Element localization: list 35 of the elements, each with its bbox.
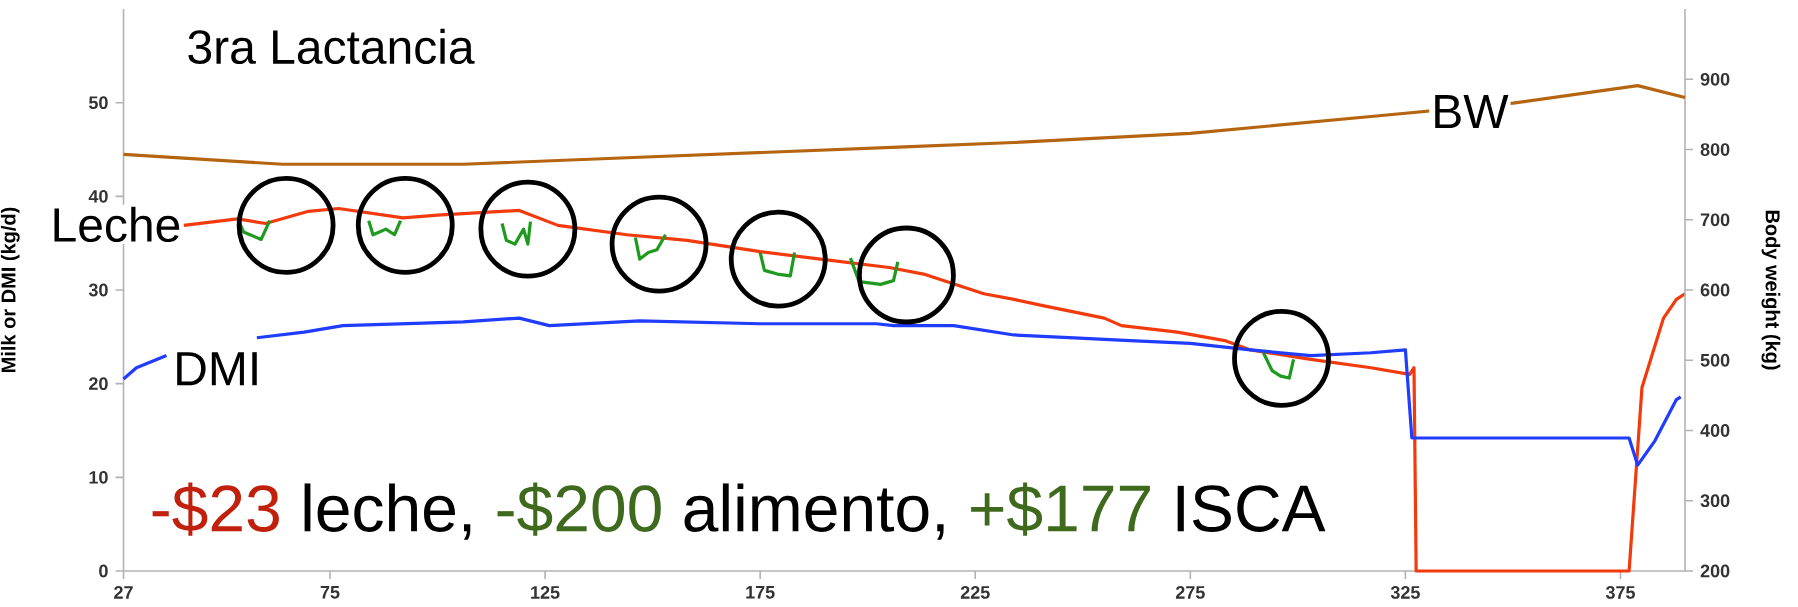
y-tick-label: 0 [99, 564, 108, 578]
y2-tick-label: 300 [1700, 494, 1730, 508]
y2-tick-label: 800 [1700, 143, 1730, 156]
x-tick-label: 325 [1390, 586, 1420, 599]
y2-axis-title: Body weight (kg) [1761, 210, 1781, 370]
annotation: alimento, [684, 483, 944, 540]
x-tick-label: 175 [746, 586, 775, 599]
annotation: -$23 [152, 482, 279, 536]
line-series [121, 83, 1687, 166]
x-tick-label: 225 [960, 586, 990, 599]
x-tick-label: 375 [1605, 586, 1635, 599]
y-tick-label: 50 [88, 96, 108, 110]
series-label: BW [1435, 95, 1509, 129]
y2-tick-label: 400 [1700, 424, 1730, 437]
y2-tick-label: 500 [1700, 353, 1730, 367]
annotation: ISCA [1177, 485, 1326, 532]
x-tick-label: 125 [531, 586, 560, 599]
series-label: Leche [54, 206, 180, 243]
y2-tick-label: 200 [1700, 564, 1730, 578]
y-tick-label: 30 [88, 283, 108, 297]
y-tick-label: 40 [88, 189, 108, 203]
x-tick-label: 27 [114, 586, 133, 599]
y-tick-label: 10 [89, 470, 108, 484]
y-tick-label: 20 [89, 377, 108, 391]
x-tick-label: 275 [1175, 586, 1205, 599]
x-tick-label: 75 [320, 586, 340, 599]
y-axis-title: Milk or DMI (kg/d) [0, 207, 20, 372]
y2-tick-label: 700 [1700, 213, 1730, 227]
annotation: leche, [304, 483, 471, 540]
chart-title: 3ra Lactancia [188, 28, 475, 65]
annotation: -$200 [497, 482, 661, 536]
y2-tick-label: 900 [1700, 72, 1730, 86]
annotation: +$177 [971, 482, 1150, 536]
series-label: DMI [177, 352, 257, 386]
y2-tick-label: 600 [1700, 283, 1730, 297]
